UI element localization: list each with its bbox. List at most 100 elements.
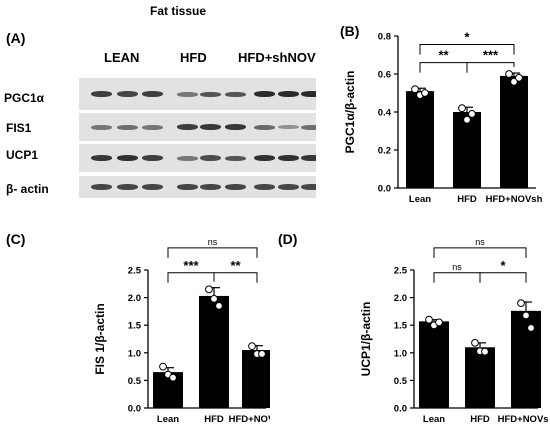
data-point [463,115,471,124]
y-tick-label: 0.4 [378,108,392,119]
data-point [517,299,525,308]
blot-band [200,92,221,97]
data-point [435,318,443,327]
blot-band [117,125,138,130]
blot-band [225,92,246,97]
data-point [205,285,213,294]
data-point [159,362,167,371]
lane-group-lean: LEAN [104,50,140,65]
data-point [471,338,479,347]
bar [419,321,449,408]
significance-bracket [167,272,215,283]
blot-band [142,155,163,161]
blot-band [117,91,138,97]
data-point [458,104,466,113]
blot-band [301,91,316,97]
data-point [468,110,476,118]
y-tick-label: 2.0 [128,293,141,304]
data-point [258,350,266,358]
panel-label: (C) [6,232,25,247]
blot-band [200,184,221,190]
blot-band [91,125,112,130]
significance-label: *** [183,258,199,273]
y-axis-label: FIS 1/β-actin [93,303,107,374]
blot-label-beta-actin: β- actin [6,182,49,196]
blot-strip-ucp1 [79,144,316,172]
section-title: Fat tissue [150,4,207,18]
significance-label: ns [208,237,218,247]
blot-band [200,155,221,161]
panel-a-label: (A) [6,30,26,46]
significance-label: ** [230,258,241,273]
y-tick-label: 1.5 [128,321,142,332]
data-point [527,324,535,332]
data-point [210,294,218,303]
bar [500,75,528,188]
blot-band [225,156,246,161]
y-tick-label: 0.2 [378,146,391,157]
significance-bracket [479,272,527,283]
y-tick-label: 1.0 [394,348,407,359]
data-point [215,301,223,310]
panel-label: (D) [278,232,297,247]
blot-band [301,155,316,161]
x-tick-label: HFD+NOVsh [229,414,270,425]
data-point [515,73,523,82]
blot-band [254,184,275,190]
panel-label: (B) [340,23,359,39]
bar [465,347,495,408]
blot-band [278,155,299,161]
significance-bracket [419,62,468,73]
chart-panel-b: (B) PGC1α/β-actin 0.0 0.2 0.4 0.6 0.8 Lean HFD HF… [340,23,543,205]
x-tick-label: HFD [204,414,224,425]
data-point [248,342,256,351]
data-point [481,347,489,356]
data-point [421,89,429,97]
y-tick-label: 2.0 [394,293,407,304]
bar [453,112,481,188]
blot-band [301,125,316,130]
blot-band [278,125,299,129]
data-point [425,315,433,324]
lane-group-hfd-shnov: HFD+shNOV [238,50,316,65]
y-tick-label: 1.0 [128,348,141,359]
y-tick-label: 0.5 [128,376,142,387]
bar [199,295,229,408]
significance-bracket [167,247,258,258]
y-axis-label: PGC1α/β-actin [343,71,357,154]
blot-band [177,124,198,130]
significance-bracket [419,44,515,55]
y-tick-label: 0.0 [378,184,391,195]
lane-group-hfd: HFD [180,50,207,65]
y-axis-label: UCP1/β-actin [359,302,373,377]
blot-band [177,184,198,190]
y-tick-label: 0.0 [394,404,407,415]
significance-label: ** [438,48,449,63]
blot-band [91,155,112,161]
blot-band [117,184,138,190]
y-tick-label: 0.8 [378,32,391,43]
blot-strip-beta-actin [79,176,316,198]
significance-label: * [464,30,470,45]
y-tick-label: 1.5 [394,321,408,332]
significance-label: * [500,258,506,273]
blot-band [177,92,198,97]
blot-label-ucp1: UCP1 [6,148,39,162]
significance-bracket [433,272,481,283]
blot-band [177,156,198,161]
blot-band [91,184,112,190]
blot-band [142,184,163,190]
y-tick-label: 0.5 [394,376,408,387]
data-point [522,311,530,320]
chart-panel-d: (D) UCP1/β-actin 0.0 0.5 1.0 1.5 2.0 2.5 Lean HFD… [278,232,548,425]
blot-band [142,125,163,130]
bar [242,350,270,408]
chart-panel-c: (C) FIS 1/β-actin 0.0 0.5 1.0 1.5 2.0 2.5 Lean HF… [6,232,270,425]
blot-band [254,155,275,161]
blot-band [225,184,246,190]
blot-band [200,124,221,130]
blot-band [254,125,275,130]
blot-band [142,91,163,97]
blot-band [278,184,299,190]
blot-band [254,91,275,97]
